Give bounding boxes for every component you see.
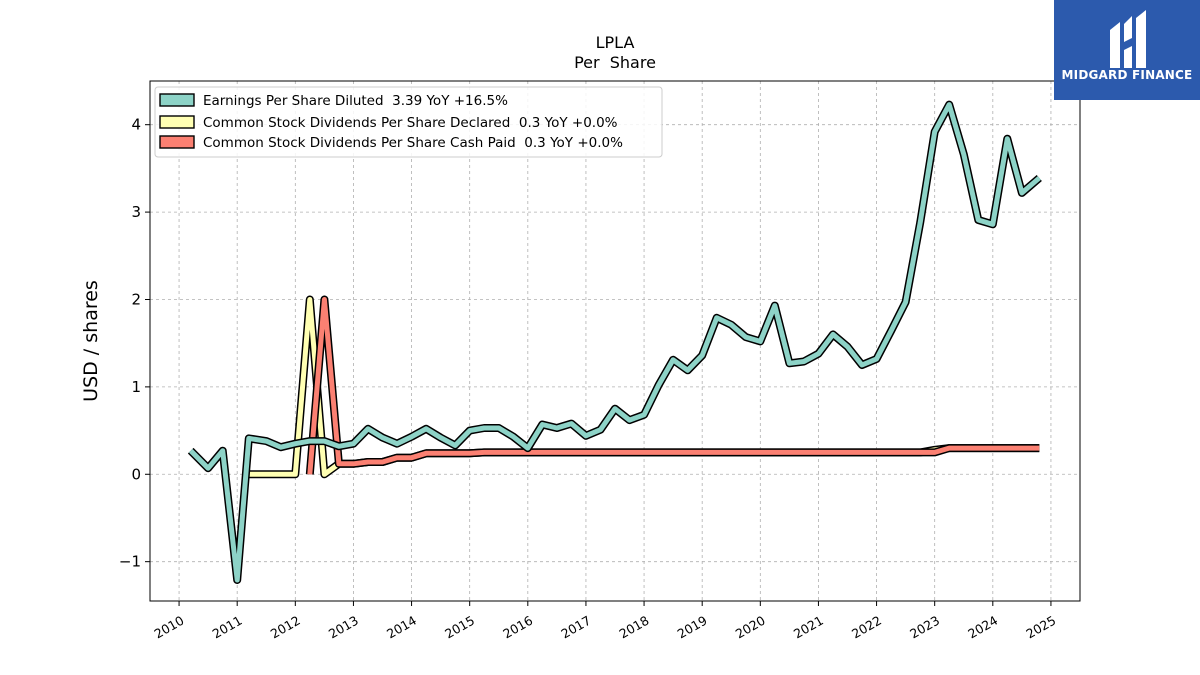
x-tick-label-2017: 2017	[558, 613, 593, 642]
legend-label-declared: Common Stock Dividends Per Share Declare…	[203, 115, 618, 131]
y-axis-label: USD / shares	[80, 280, 102, 402]
x-tick-label-2016: 2016	[500, 613, 535, 642]
x-tick-label-2013: 2013	[326, 613, 361, 642]
legend-swatch-cash-paid	[159, 135, 195, 149]
y-tick-label-3: 2	[131, 290, 141, 308]
legend-box	[154, 86, 663, 158]
y-tick-label-5: 4	[131, 116, 141, 134]
x-tick-label-2025: 2025	[1023, 613, 1058, 642]
y-axis-ticks: −1 0 1 2 3 4	[119, 116, 150, 571]
x-tick-label-2012: 2012	[268, 613, 303, 642]
y-tick-label-1: 0	[131, 465, 141, 483]
x-tick-label-2011: 2011	[210, 613, 245, 642]
x-tick-label-2020: 2020	[733, 613, 768, 642]
y-tick-label-0: −1	[119, 553, 141, 571]
legend-swatch-declared	[159, 115, 195, 129]
x-tick-label-2010: 2010	[152, 613, 187, 642]
logo-text: MIDGARD FINANCE	[1061, 68, 1193, 82]
midgard-finance-logo: MIDGARD FINANCE	[1054, 0, 1200, 100]
midgard-logo-mark-icon	[1110, 10, 1146, 68]
series-lines	[187, 100, 1042, 584]
x-tick-label-2019: 2019	[675, 613, 710, 642]
x-tick-label-2024: 2024	[965, 613, 1000, 642]
x-tick-label-2022: 2022	[849, 613, 884, 642]
series-line-2	[307, 297, 1040, 475]
y-tick-label-2: 1	[131, 378, 141, 396]
legend: Earnings Per Share Diluted 3.39 YoY +16.…	[154, 86, 663, 158]
x-tick-label-2018: 2018	[617, 613, 652, 642]
chart-subtitle: Per Share	[574, 53, 656, 72]
legend-label-cash-paid: Common Stock Dividends Per Share Cash Pa…	[203, 135, 623, 151]
x-tick-label-2015: 2015	[442, 613, 477, 642]
x-tick-label-2014: 2014	[384, 613, 419, 642]
x-tick-label-2023: 2023	[907, 613, 942, 642]
chart-title: LPLA	[596, 33, 635, 52]
x-tick-label-2021: 2021	[791, 613, 826, 642]
y-tick-label-4: 3	[131, 203, 141, 221]
plot-frame	[149, 80, 1081, 602]
legend-swatch-eps	[159, 93, 195, 107]
grid-lines	[150, 81, 1080, 601]
series-line-0	[188, 102, 1041, 583]
legend-label-eps: Earnings Per Share Diluted 3.39 YoY +16.…	[203, 93, 508, 109]
x-axis-ticks: 2010 2011 2012 2013 2014 2015 2016 2017 2018 2019…	[152, 601, 1058, 642]
